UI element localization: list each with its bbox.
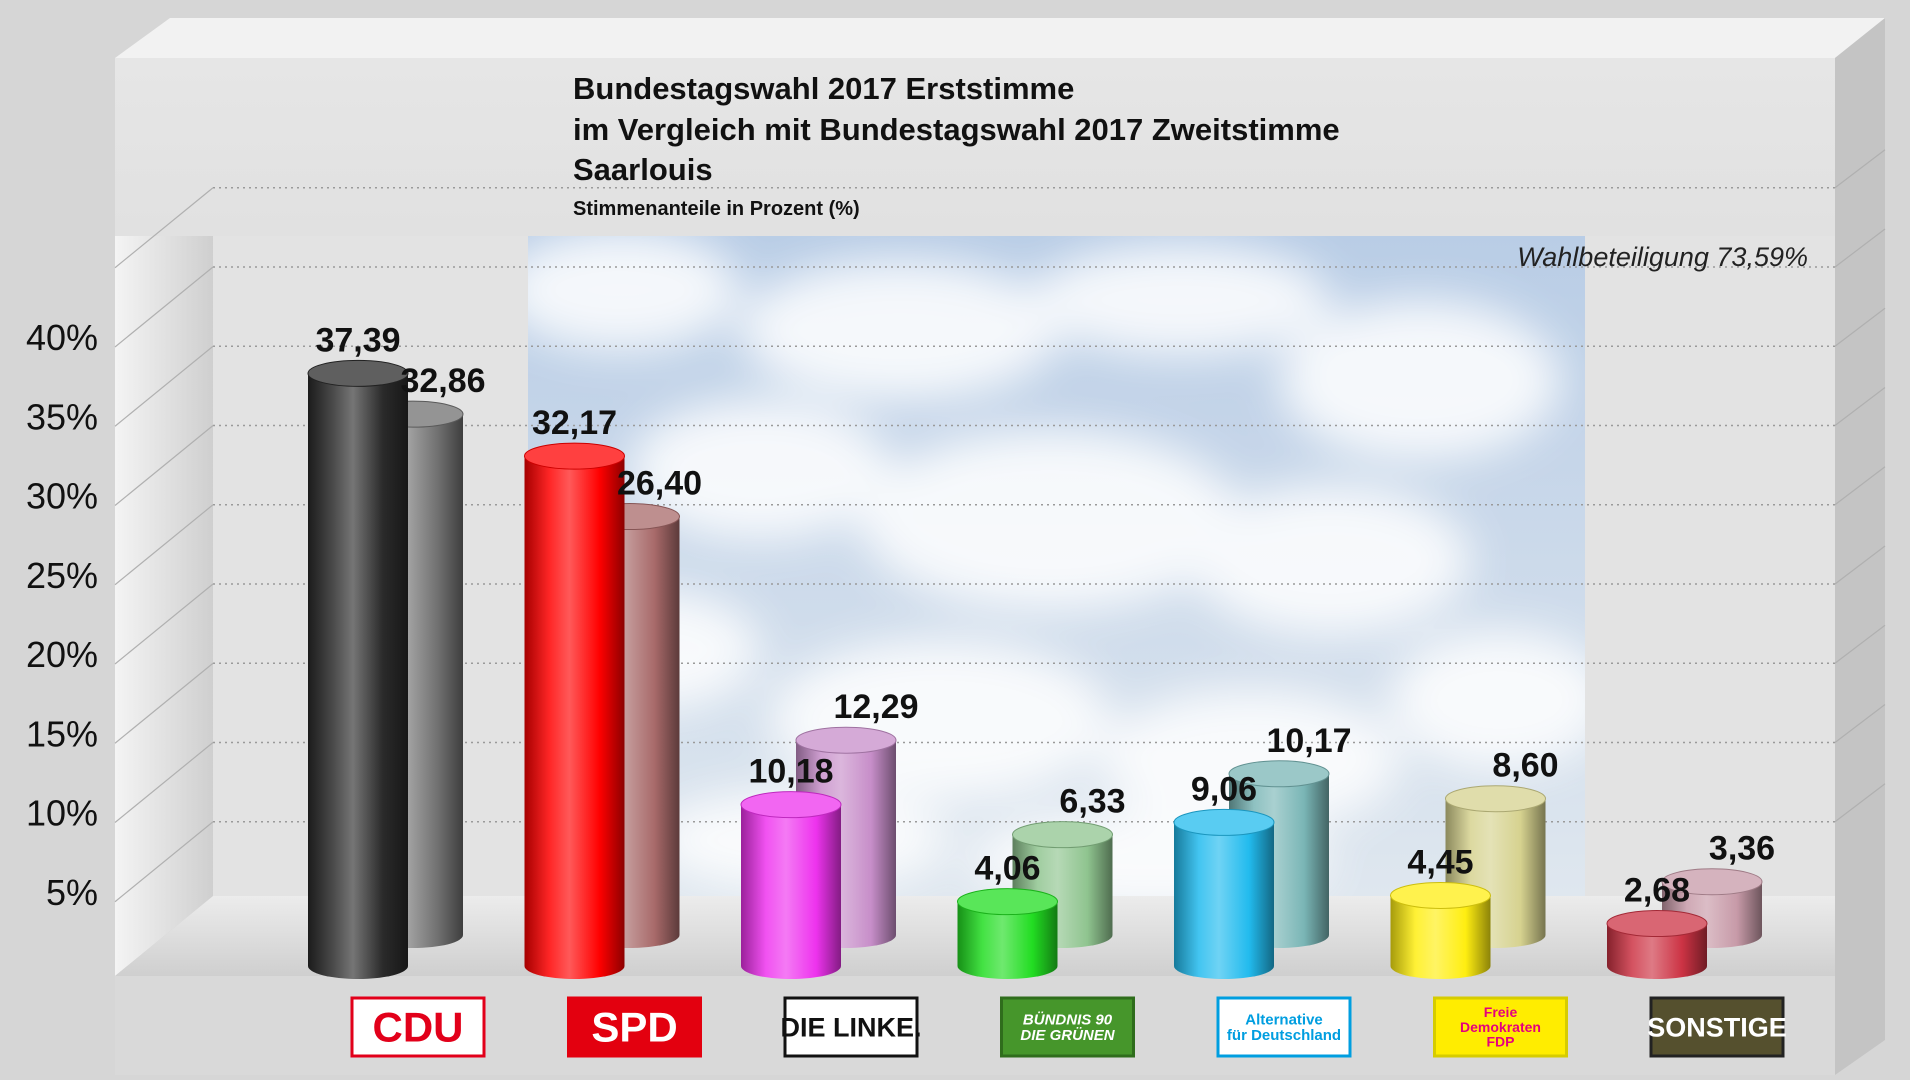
sonstige-logo: SONSTIGE <box>1647 996 1787 1058</box>
gridline-side <box>114 821 214 903</box>
bar-erststimme-6 <box>1606 910 1708 979</box>
value-label-zweitstimme: 8,60 <box>1492 747 1558 785</box>
gridline-side <box>1834 149 1886 189</box>
value-label-erststimme: 10,18 <box>748 753 833 791</box>
bar-zweitstimme-3-top <box>1012 821 1113 849</box>
bar-erststimme-0-body <box>308 373 408 979</box>
bar-erststimme-3 <box>957 888 1058 979</box>
bar-erststimme-0-top <box>307 359 409 387</box>
afd-logo-text: Alternative <box>1245 1011 1323 1028</box>
y-tick-label: 30% <box>26 476 98 517</box>
cdu-logo: CDU <box>350 996 486 1058</box>
gridline-side <box>114 583 214 665</box>
y-tick-label: 35% <box>26 396 98 437</box>
gridline-side <box>114 266 214 348</box>
bar-zweitstimme-2-top <box>795 726 897 754</box>
bar-erststimme-5-top <box>1390 881 1491 909</box>
gridline-side <box>114 504 214 586</box>
bar-erststimme-5-body <box>1390 895 1491 979</box>
y-tick-label: 10% <box>26 793 98 834</box>
gridline-side <box>1834 783 1886 823</box>
fdp-logo-text: Freie <box>1484 1004 1518 1020</box>
value-label-zweitstimme: 12,29 <box>833 688 918 726</box>
y-tick-label: 40% <box>26 317 98 358</box>
value-label-erststimme: 32,17 <box>532 404 617 442</box>
spd-logo: SPD <box>567 996 702 1058</box>
grid-lines <box>114 149 1886 903</box>
gridline-side <box>1834 228 1886 268</box>
bar-erststimme-1 <box>524 442 625 980</box>
chart-subtitle: Stimmenanteile in Prozent (%) <box>573 198 860 220</box>
value-label-zweitstimme: 32,86 <box>400 362 485 400</box>
chart-title-line3: Saarlouis <box>573 152 713 187</box>
y-tick-label: 20% <box>26 634 98 675</box>
bars <box>307 359 1763 980</box>
y-axis: 5% 10% 15% 20% 25% 30% 35% 40% <box>26 317 98 913</box>
y-tick-label: 5% <box>46 872 98 913</box>
afd-logo-text: für Deutschland <box>1227 1027 1341 1044</box>
y-tick-label: 15% <box>26 713 98 754</box>
gridline-side <box>114 345 214 427</box>
bar-erststimme-4-top <box>1173 808 1275 836</box>
bar-erststimme-5 <box>1390 881 1491 979</box>
value-label-erststimme: 9,06 <box>1191 770 1257 808</box>
gridline-side <box>114 187 214 269</box>
gridline-side <box>114 742 214 823</box>
turnout-annotation: Wahlbeteiligung 73,59% <box>1517 242 1808 272</box>
value-label-erststimme: 4,06 <box>974 850 1040 888</box>
gridline-side <box>1834 624 1886 664</box>
bar-erststimme-4 <box>1173 808 1275 979</box>
bar-erststimme-2-body <box>741 804 841 979</box>
gridline-side <box>1834 307 1886 347</box>
bar-erststimme-1-top <box>524 442 625 470</box>
y-tick-label: 25% <box>26 555 98 596</box>
chart-title-block: Bundestagswahl 2017 Erststimme im Vergle… <box>573 71 1340 220</box>
bar-erststimme-0 <box>307 359 409 979</box>
linke-logo-text: DIE LINKE. <box>780 1012 921 1042</box>
bar-erststimme-3-top <box>957 888 1058 916</box>
chart-title: Bundestagswahl 2017 Erststimme <box>573 71 1074 106</box>
bar-zweitstimme-5-top <box>1445 785 1546 813</box>
bar-erststimme-1-body <box>524 456 625 980</box>
bar-erststimme-3-body <box>957 901 1058 979</box>
bar-erststimme-4-body <box>1174 822 1274 979</box>
value-label-zweitstimme: 10,17 <box>1266 722 1351 760</box>
bar-erststimme-6-body <box>1607 923 1707 979</box>
bar-erststimme-2 <box>740 791 842 979</box>
bar-zweitstimme-4-top <box>1228 760 1330 788</box>
fdp-logo-text: Demokraten <box>1460 1019 1541 1035</box>
gridline-side <box>114 662 214 744</box>
fdp-logo-text: FDP <box>1487 1034 1515 1050</box>
gridline-side <box>1834 704 1886 743</box>
gridline-side <box>1834 387 1886 426</box>
bar-erststimme-2-top <box>740 791 842 819</box>
value-label-erststimme: 37,39 <box>315 321 400 359</box>
gridline-side <box>1834 545 1886 585</box>
gridline-side <box>114 425 214 506</box>
linke-logo: DIE LINKE. <box>780 996 922 1058</box>
gridline-side <box>1834 466 1886 506</box>
value-label-zweitstimme: 26,40 <box>617 465 702 503</box>
chart-title-line2: im Vergleich mit Bundestagswahl 2017 Zwe… <box>573 112 1340 147</box>
bar-zweitstimme-6-top <box>1661 868 1763 896</box>
value-label-zweitstimme: 3,36 <box>1709 830 1775 868</box>
value-label-erststimme: 4,45 <box>1407 843 1473 881</box>
cdu-logo-text: CDU <box>373 1004 464 1051</box>
gruene-logo-text: BÜNDNIS 90 <box>1023 1011 1113 1028</box>
gruene-logo-text: DIE GRÜNEN <box>1020 1027 1115 1044</box>
bar-erststimme-6-top <box>1606 910 1708 938</box>
spd-logo-text: SPD <box>591 1004 677 1051</box>
sonstige-logo-text: SONSTIGE <box>1647 1012 1787 1042</box>
value-label-erststimme: 2,68 <box>1624 872 1690 910</box>
value-label-zweitstimme: 6,33 <box>1059 783 1125 821</box>
